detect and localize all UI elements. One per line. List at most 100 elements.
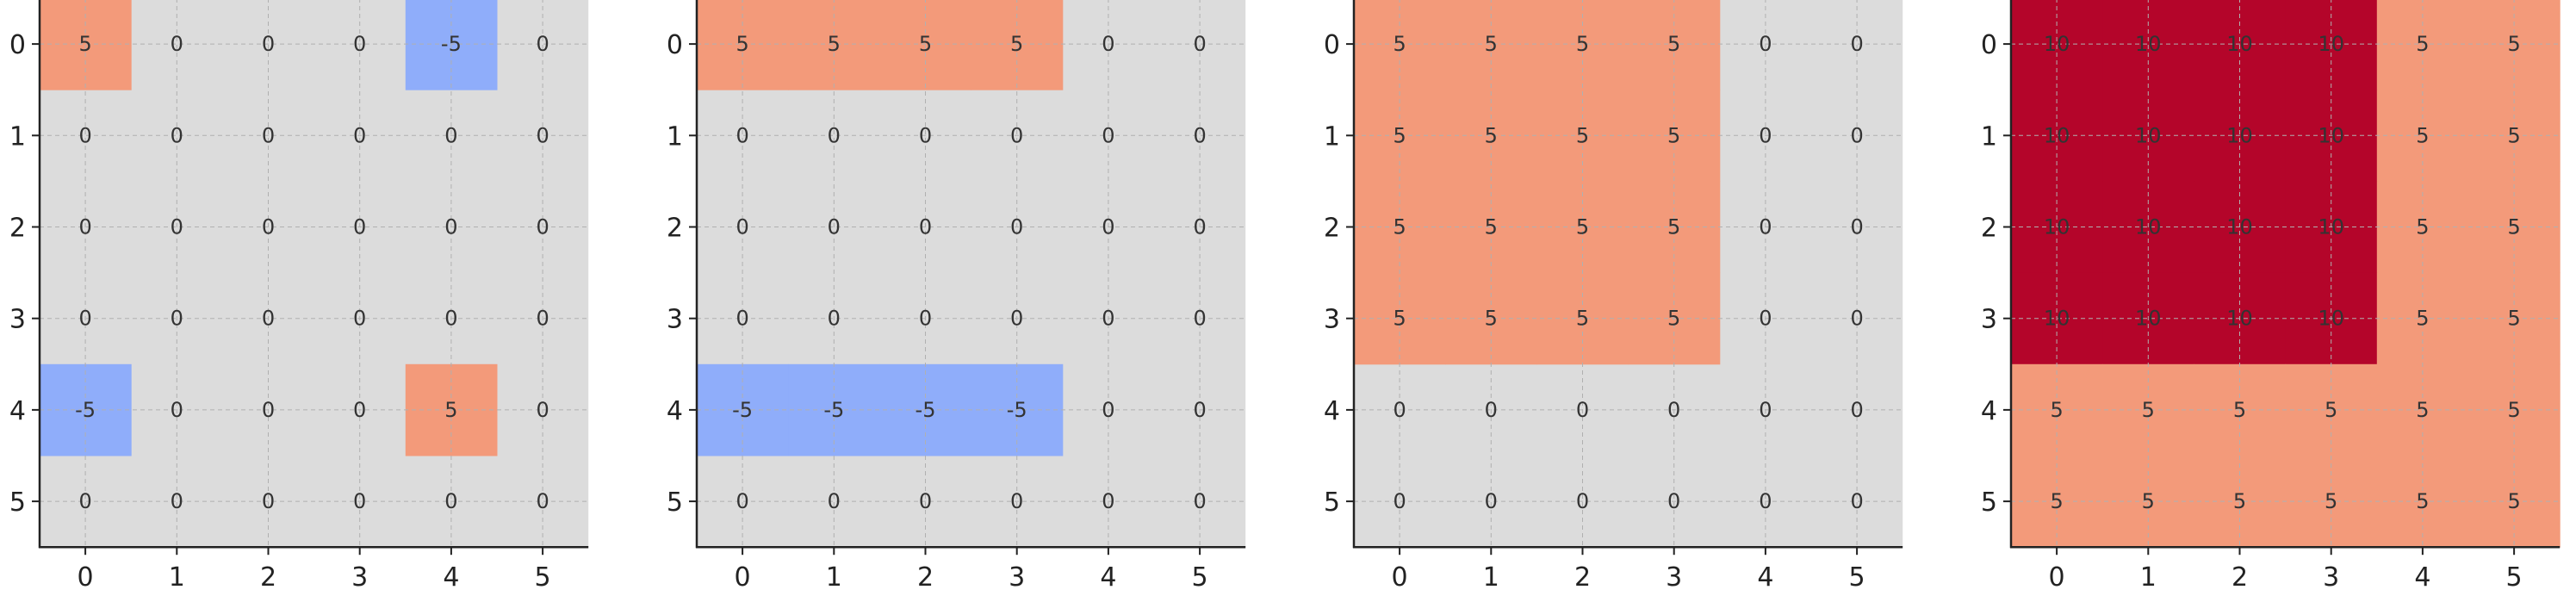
cell-value-label: 10 xyxy=(2318,215,2344,239)
y-tick-label: 0 xyxy=(9,30,26,60)
cell-value-label: 5 xyxy=(828,32,841,56)
heatmap-cell xyxy=(2011,456,2103,548)
cell-value-label: 10 xyxy=(2044,307,2070,331)
cell-value-label: 5 xyxy=(1485,215,1498,239)
y-tick-label: 4 xyxy=(667,396,683,426)
cell-value-label: -5 xyxy=(441,32,462,56)
cell-value-label: 5 xyxy=(2050,489,2063,513)
cell-value-label: 10 xyxy=(2226,215,2253,239)
cell-value-label: 0 xyxy=(1102,123,1114,147)
cell-value-label: 5 xyxy=(1667,32,1680,56)
cell-value-label: 10 xyxy=(2135,123,2162,147)
heatmap-cell xyxy=(2468,90,2560,182)
cell-value-label: 0 xyxy=(536,307,549,331)
cell-value-label: 5 xyxy=(2416,307,2429,331)
y-tick-label: 1 xyxy=(1324,121,1340,152)
cell-value-label: 0 xyxy=(1759,489,1772,513)
cell-value-label: -5 xyxy=(916,398,936,422)
cell-value-label: 0 xyxy=(1485,489,1498,513)
cell-value-label: 0 xyxy=(1850,32,1863,56)
y-tick-label: 2 xyxy=(9,214,26,244)
cell-value-label: 0 xyxy=(444,307,457,331)
cell-value-label: 0 xyxy=(828,123,841,147)
y-tick-label: 4 xyxy=(1981,396,1997,426)
cell-value-label: 10 xyxy=(2226,307,2253,331)
x-tick-label: 5 xyxy=(1849,562,1865,593)
heatmap-cell xyxy=(1354,90,1446,182)
cell-value-label: 10 xyxy=(2044,32,2070,56)
cell-value-label: 0 xyxy=(919,489,932,513)
cell-value-label: 10 xyxy=(2135,32,2162,56)
cell-value-label: 0 xyxy=(353,123,366,147)
cell-value-label: 10 xyxy=(2226,123,2253,147)
heatmap-panel-2: 5 5 5 5 0 0 5 5 5 5 0 0 5 5 5 5 0 0 5 5 5 5 0 0 0 0 0 0 0 0 0 0 0 0 0 0 0 1 2 3… xyxy=(1324,0,1903,593)
x-tick-label: 2 xyxy=(1574,562,1591,593)
cell-value-label: 0 xyxy=(1102,32,1114,56)
cell-value-label: 0 xyxy=(1667,489,1680,513)
cell-value-label: 0 xyxy=(78,307,91,331)
cell-value-label: 0 xyxy=(171,215,183,239)
cell-value-label: 5 xyxy=(2507,215,2520,239)
y-tick-label: 2 xyxy=(1981,214,1997,244)
cell-value-label: 5 xyxy=(2416,215,2429,239)
cell-value-label: 0 xyxy=(262,123,275,147)
cell-value-label: 0 xyxy=(536,32,549,56)
cell-value-label: 0 xyxy=(1759,307,1772,331)
y-tick-label: 2 xyxy=(1324,214,1340,244)
cell-value-label: 5 xyxy=(1667,307,1680,331)
x-tick-label: 1 xyxy=(169,562,185,593)
heatmap-cell xyxy=(2102,456,2194,548)
y-tick-label: 5 xyxy=(1981,487,1997,518)
cell-value-label: 0 xyxy=(736,215,748,239)
cell-value-label: 0 xyxy=(828,215,841,239)
cell-value-label: 5 xyxy=(1576,32,1589,56)
cell-value-label: 0 xyxy=(736,307,748,331)
x-tick-label: 4 xyxy=(2414,562,2430,593)
x-tick-label: 2 xyxy=(2231,562,2248,593)
cell-value-label: 5 xyxy=(2416,32,2429,56)
cell-value-label: 5 xyxy=(2142,489,2155,513)
heatmap-cell xyxy=(2011,90,2103,182)
cell-value-label: 0 xyxy=(171,307,183,331)
heatmap-panel-0: 5 0 0 0 -5 0 0 0 0 0 0 0 0 0 0 0 0 0 0 0 0 0 0 0 -5 0 0 0 5 0 0 0 0 0 0 0 0 1… xyxy=(9,0,589,593)
cell-value-label: 0 xyxy=(828,307,841,331)
cell-value-label: 0 xyxy=(1759,215,1772,239)
heatmap-cell xyxy=(2468,456,2560,548)
cell-value-label: 0 xyxy=(353,32,366,56)
x-tick-label: 3 xyxy=(351,562,368,593)
x-tick-label: 2 xyxy=(917,562,934,593)
cell-value-label: 0 xyxy=(1393,398,1406,422)
cell-value-label: 0 xyxy=(1759,398,1772,422)
cell-value-label: 0 xyxy=(1102,307,1114,331)
y-tick-label: 1 xyxy=(1981,121,1997,152)
cell-value-label: 0 xyxy=(262,215,275,239)
cell-value-label: 0 xyxy=(1193,123,1206,147)
x-tick-label: 1 xyxy=(2140,562,2157,593)
y-tick-label: 0 xyxy=(1324,30,1340,60)
x-tick-label: 4 xyxy=(1100,562,1116,593)
x-tick-label: 0 xyxy=(1392,562,1408,593)
cell-value-label: 5 xyxy=(2416,398,2429,422)
cell-value-label: 0 xyxy=(1393,489,1406,513)
cell-value-label: 0 xyxy=(1193,307,1206,331)
cell-value-label: 0 xyxy=(1010,215,1023,239)
cell-value-label: 0 xyxy=(171,123,183,147)
cell-value-label: 5 xyxy=(2507,32,2520,56)
cell-value-label: 5 xyxy=(2233,398,2246,422)
y-tick-label: 1 xyxy=(667,121,683,152)
cell-value-label: 0 xyxy=(171,32,183,56)
cell-value-label: 0 xyxy=(1102,215,1114,239)
x-tick-label: 0 xyxy=(78,562,94,593)
cell-value-label: 5 xyxy=(919,32,932,56)
y-tick-label: 5 xyxy=(9,487,26,518)
cell-value-label: 10 xyxy=(2226,32,2253,56)
cell-value-label: 5 xyxy=(2507,123,2520,147)
heatmap-panel-1: 5 5 5 5 0 0 0 0 0 0 0 0 0 0 0 0 0 0 0 0 0 0 0 0 -5 -5 -5 -5 0 0 0 0 0 0 0 0… xyxy=(667,0,1246,593)
cell-value-label: 5 xyxy=(736,32,748,56)
x-tick-label: 5 xyxy=(1192,562,1208,593)
cell-value-label: 0 xyxy=(1485,398,1498,422)
cell-value-label: 0 xyxy=(1850,123,1863,147)
cell-value-label: 5 xyxy=(2050,398,2063,422)
cell-value-label: 0 xyxy=(1102,489,1114,513)
cell-value-label: 0 xyxy=(919,215,932,239)
